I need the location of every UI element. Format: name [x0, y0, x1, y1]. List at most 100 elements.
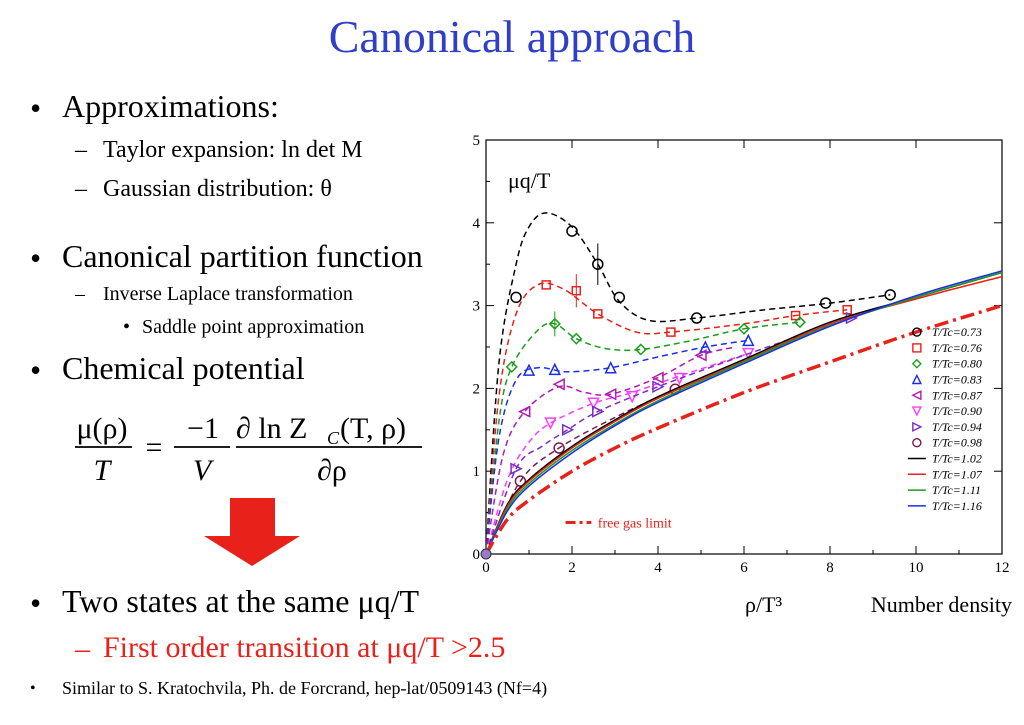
data-point: [652, 380, 665, 393]
x-axis-caption: Number density: [871, 592, 1012, 617]
data-point: [737, 322, 751, 335]
legend-label: T/Tc=0.90: [932, 404, 982, 418]
y-tick-label: 0: [473, 547, 481, 563]
bullet-chemical: Chemical potential: [62, 350, 305, 386]
data-point: [561, 423, 575, 437]
bullet-dot: •: [30, 680, 36, 697]
eq-rhs-num: −1: [187, 412, 219, 445]
sub-first-order: First order transition at μq/T >2.5: [103, 631, 506, 664]
eq-deriv-sub: C: [327, 428, 340, 448]
bullet-dot: •: [30, 352, 42, 388]
data-point: [552, 378, 565, 391]
dash: –: [75, 176, 87, 202]
data-point: [514, 475, 527, 487]
data-point: [544, 417, 557, 430]
bullet-dot: •: [30, 585, 42, 621]
x-tick-label: 2: [568, 560, 576, 576]
data-point: [625, 390, 639, 404]
bullet-two-states: Two states at the same μq/T: [62, 583, 420, 619]
annotation-label: free gas limit: [598, 517, 672, 532]
series-line: [484, 303, 1003, 555]
legend-label: T/Tc=0.87: [932, 388, 983, 402]
x-tick-label: 12: [995, 560, 1010, 576]
legend-label: T/Tc=0.73: [932, 325, 982, 339]
series-line: [485, 212, 891, 555]
legend-marker: [912, 327, 922, 337]
sub-gaussian: Gaussian distribution: θ: [103, 176, 332, 202]
x-tick-label: 8: [826, 560, 834, 576]
eq-rhs-den: V: [193, 454, 215, 487]
data-point: [522, 363, 536, 376]
legend-label: T/Tc=1.16: [932, 499, 982, 513]
data-point: [884, 289, 896, 301]
bullet-approximations: Approximations:: [62, 88, 279, 124]
data-point: [553, 442, 565, 454]
x-tick-label: 10: [909, 560, 924, 576]
bullet-dot: •: [30, 240, 42, 276]
eq-lhs-num: μ(ρ): [76, 412, 127, 445]
data-point: [742, 333, 755, 347]
eq-deriv-args: (T, ρ): [340, 412, 406, 445]
dash: –: [75, 137, 87, 163]
legend-label: T/Tc=1.11: [932, 483, 981, 497]
legend-label: T/Tc=0.94: [932, 420, 982, 434]
x-tick-label: 6: [740, 560, 748, 576]
data-point: [790, 310, 801, 321]
data-point: [541, 280, 551, 290]
subsub-saddle: Saddle point approximation: [142, 316, 365, 338]
bullet-partition: Canonical partition function: [62, 238, 423, 274]
legend-marker: [911, 358, 922, 369]
origin-point: [480, 548, 492, 560]
x-tick-label: 0: [482, 560, 490, 576]
legend-label: T/Tc=0.80: [932, 357, 982, 371]
series-line: [485, 339, 749, 555]
legend-label: T/Tc=1.07: [932, 467, 983, 481]
data-point: [510, 291, 522, 304]
y-tick-label: 3: [473, 299, 481, 315]
plot-frame: [485, 139, 1003, 555]
data-point: [666, 327, 676, 337]
dash: –: [75, 283, 85, 305]
eq-deriv-den: ∂ρ: [317, 454, 347, 487]
legend-label: T/Tc=0.76: [932, 341, 982, 355]
chemical-potential-equation: μ(ρ) T = −1 V ∂ ln Z C (T, ρ) ∂ρ: [75, 412, 422, 487]
data-point: [694, 349, 707, 362]
series-line: [485, 275, 1003, 555]
data-point: [793, 316, 806, 329]
y-tick-label: 4: [473, 216, 481, 232]
data-point: [587, 397, 600, 410]
data-point: [604, 387, 617, 401]
mu-vs-density-chart: 024681012012345Nf=2 p4-staggered, 16³×4 …: [473, 133, 1013, 617]
series-line: [485, 271, 1003, 555]
bullet-dot: •: [30, 90, 42, 126]
series-line: [485, 388, 676, 555]
y-tick-label: 2: [473, 381, 481, 397]
legend-label: T/Tc=1.02: [932, 451, 982, 465]
data-point: [518, 405, 531, 418]
data-point: [613, 291, 626, 304]
y-tick-label: 1: [473, 464, 481, 480]
legend-marker: [911, 390, 922, 401]
series-line: [485, 352, 749, 555]
legend-marker: [911, 406, 922, 417]
series-line: [485, 282, 848, 555]
data-point: [604, 361, 617, 374]
sub-laplace: Inverse Laplace transformation: [103, 283, 353, 305]
bullet-dot: •: [123, 316, 131, 338]
legend-marker: [912, 437, 922, 448]
data-point: [673, 372, 686, 386]
x-axis-label: ρ/T³: [745, 592, 783, 617]
data-point: [592, 405, 605, 418]
data-point: [510, 462, 523, 475]
data-point: [570, 332, 583, 345]
data-point: [651, 371, 664, 384]
series-line: [485, 321, 800, 555]
data-point: [634, 343, 647, 356]
series-line: [485, 317, 852, 555]
legend-marker: [912, 343, 922, 353]
y-tick-label: 5: [473, 133, 481, 149]
slide-title: Canonical approach: [328, 11, 696, 62]
legend-label: T/Tc=0.83: [932, 372, 982, 386]
series-line: [485, 271, 1003, 555]
eq-deriv-num: ∂ ln Z: [236, 412, 307, 445]
